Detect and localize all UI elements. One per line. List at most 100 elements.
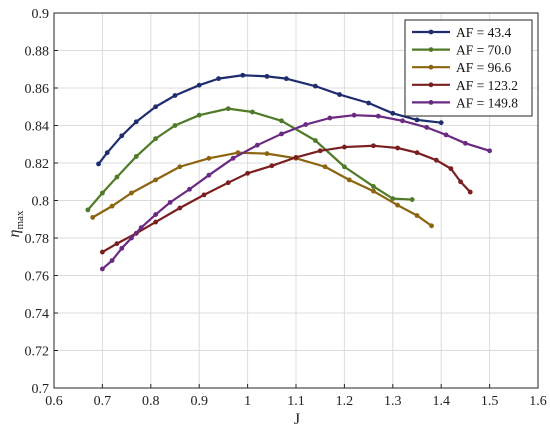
data-point xyxy=(390,196,396,202)
data-point xyxy=(346,177,352,183)
data-point xyxy=(487,148,492,154)
data-point xyxy=(245,170,251,176)
data-point xyxy=(395,202,401,208)
data-point xyxy=(225,106,231,112)
data-point xyxy=(414,150,420,156)
data-point xyxy=(312,83,318,89)
series-2 xyxy=(85,106,415,213)
data-point xyxy=(312,138,318,143)
data-point xyxy=(153,104,159,110)
data-point xyxy=(293,154,299,160)
legend-swatch-marker xyxy=(428,100,434,105)
data-point xyxy=(153,136,159,142)
x-tick-label: 1.1 xyxy=(287,394,305,409)
data-point xyxy=(187,186,192,192)
legend-label: AF = 149.8 xyxy=(456,95,518,110)
data-point xyxy=(371,143,376,149)
data-point xyxy=(283,76,289,82)
data-point xyxy=(448,166,454,172)
y-tick-label: 0.82 xyxy=(25,157,50,172)
y-tick-label: 0.88 xyxy=(25,45,50,60)
data-point xyxy=(414,213,420,218)
data-point xyxy=(269,163,275,169)
data-point xyxy=(342,144,347,150)
data-point xyxy=(196,112,202,118)
data-point xyxy=(264,151,270,157)
data-point xyxy=(303,122,309,127)
x-tick-label: 0.7 xyxy=(94,394,112,409)
y-axis-label-main: η xyxy=(6,229,23,237)
data-point xyxy=(337,92,342,97)
y-axis-label-sub: max xyxy=(14,210,26,229)
x-tick-label: 0.9 xyxy=(190,394,208,409)
data-point xyxy=(395,145,401,151)
legend-item: AF = 70.0 xyxy=(412,43,511,58)
data-point xyxy=(196,82,202,88)
data-point xyxy=(433,157,439,163)
axes: 0.6 0.7 0.8 0.9 1 1.1 1.2 1.3 1.4 1.5 1.60.70.720.… xyxy=(25,7,547,409)
data-point xyxy=(177,164,183,170)
data-point xyxy=(414,117,420,123)
x-axis-label: J xyxy=(294,411,300,428)
data-point xyxy=(317,148,323,154)
y-tick-label: 0.86 xyxy=(25,82,50,97)
data-point xyxy=(366,100,371,106)
data-point xyxy=(400,118,405,124)
legend-swatch-marker xyxy=(428,64,434,70)
legend-item: AF = 149.8 xyxy=(412,95,518,110)
x-tick-label: 1 xyxy=(244,394,251,409)
data-point xyxy=(467,189,473,195)
data-point xyxy=(172,93,178,98)
legend: AF = 43.4 AF = 70.0 AF = 96.6 AF = 123.2 AF … xyxy=(404,19,533,117)
y-tick-label: 0.8 xyxy=(32,195,50,210)
data-point xyxy=(463,140,468,146)
data-point xyxy=(429,223,434,229)
y-axis-label: ηmax xyxy=(6,210,26,237)
legend-label: AF = 96.6 xyxy=(456,60,511,75)
data-point xyxy=(409,197,415,202)
data-point xyxy=(254,142,260,148)
legend-item: AF = 43.4 xyxy=(412,25,511,40)
data-point xyxy=(371,188,376,194)
data-point xyxy=(109,258,115,263)
data-point xyxy=(153,212,159,217)
data-point xyxy=(129,235,134,241)
data-point xyxy=(201,192,207,198)
legend-swatch-marker xyxy=(428,47,434,52)
data-point xyxy=(225,180,231,186)
y-tick-label: 0.74 xyxy=(25,307,50,322)
data-point xyxy=(109,203,115,209)
legend-swatch-marker xyxy=(428,82,434,88)
y-tick-label: 0.72 xyxy=(25,345,50,360)
x-tick-label: 1.6 xyxy=(529,394,547,409)
data-point xyxy=(279,118,284,124)
data-point xyxy=(114,174,120,180)
y-tick-label: 0.7 xyxy=(32,382,50,397)
data-point xyxy=(322,164,328,170)
legend-item: AF = 123.2 xyxy=(412,78,518,93)
series-3 xyxy=(90,150,434,229)
data-point xyxy=(100,266,105,272)
series-5 xyxy=(100,112,492,272)
data-point xyxy=(96,161,101,167)
data-point xyxy=(100,249,105,255)
data-point xyxy=(172,123,178,128)
data-point xyxy=(438,120,444,126)
data-point xyxy=(119,133,125,139)
data-point xyxy=(90,214,96,220)
data-point xyxy=(153,219,159,225)
data-point xyxy=(129,190,134,196)
data-point xyxy=(153,177,159,183)
y-tick-label: 0.84 xyxy=(25,120,50,135)
y-tick-label: 0.76 xyxy=(25,270,50,285)
legend-label: AF = 123.2 xyxy=(456,78,518,93)
data-point xyxy=(177,205,183,211)
data-point xyxy=(138,225,144,231)
data-point xyxy=(342,164,347,170)
x-tick-label: 0.6 xyxy=(45,394,63,409)
series-1 xyxy=(96,72,444,167)
data-point xyxy=(240,72,246,78)
data-point xyxy=(100,190,105,196)
